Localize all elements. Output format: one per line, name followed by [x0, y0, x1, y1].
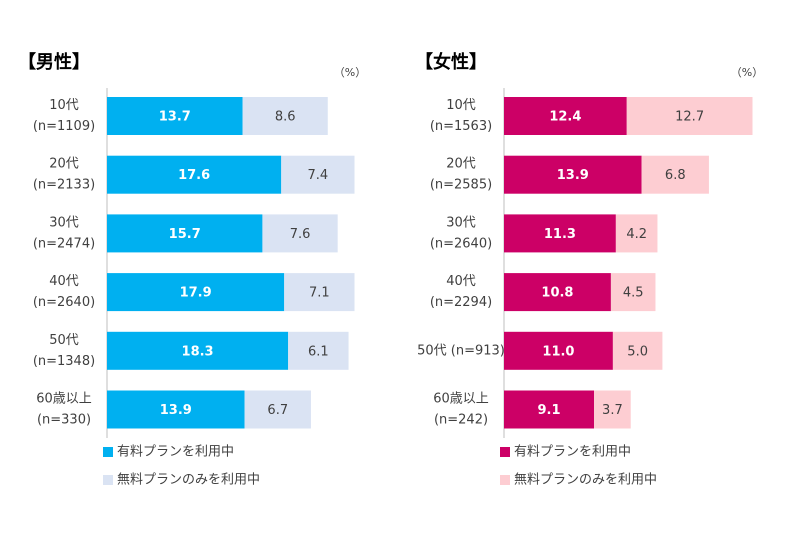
category-label: 30代 — [446, 215, 476, 230]
category-label: 20代 — [49, 157, 79, 172]
legend-label: 有料プランを利用中 — [117, 445, 234, 460]
bar-segment — [504, 214, 616, 253]
value-label: 7.1 — [309, 286, 330, 301]
bar-segment — [504, 331, 613, 370]
bar-segment — [504, 97, 627, 135]
value-label: 11.3 — [544, 227, 576, 242]
bar-segment — [504, 390, 595, 429]
category-label: (n=242) — [434, 413, 488, 428]
value-label: 4.5 — [623, 286, 644, 301]
bar-segment — [244, 390, 311, 429]
category-label: (n=1109) — [33, 119, 95, 134]
category-label: (n=330) — [37, 413, 91, 428]
category-label: 60歳以上 — [433, 392, 489, 407]
value-label: 12.4 — [549, 110, 581, 125]
value-label: 15.7 — [169, 227, 201, 242]
chart-title: 【女性】 — [415, 51, 487, 73]
value-label: 13.9 — [160, 403, 192, 418]
value-label: 8.6 — [275, 110, 296, 125]
bar-segment — [610, 273, 656, 312]
legend-label: 無料プランのみを利用中 — [514, 473, 657, 488]
legend-swatch — [103, 475, 113, 485]
value-label: 7.6 — [290, 227, 311, 242]
unit-label: （%） — [731, 66, 763, 79]
value-label: 17.6 — [178, 168, 210, 183]
bar-segment — [615, 214, 658, 253]
category-label: (n=1348) — [33, 354, 95, 369]
bar-segment — [107, 97, 243, 135]
value-label: 13.9 — [557, 168, 589, 183]
category-label: (n=2640) — [33, 295, 95, 310]
bar-segment — [281, 155, 355, 194]
category-label: 50代 — [49, 333, 79, 348]
category-label: 30代 — [49, 215, 79, 230]
category-label: 40代 — [49, 274, 79, 289]
value-label: 3.7 — [602, 403, 623, 418]
unit-label: （%） — [334, 66, 366, 79]
value-label: 10.8 — [541, 286, 573, 301]
bar-segment — [242, 97, 328, 135]
category-label: (n=2474) — [33, 236, 95, 251]
category-label: 50代 (n=913) — [417, 343, 505, 358]
category-label: 10代 — [49, 98, 79, 113]
legend-swatch — [500, 447, 510, 457]
category-label: 60歳以上 — [36, 392, 92, 407]
bar-segment — [504, 155, 642, 194]
legend-label: 無料プランのみを利用中 — [117, 473, 260, 488]
legend-swatch — [500, 475, 510, 485]
bar-segment — [262, 214, 338, 253]
category-label: (n=2585) — [430, 178, 492, 193]
category-label: (n=2640) — [430, 236, 492, 251]
bar-segment — [594, 390, 631, 429]
category-label: 40代 — [446, 274, 476, 289]
bar-segment — [284, 273, 355, 312]
value-label: 6.1 — [308, 344, 329, 359]
legend-swatch — [103, 447, 113, 457]
bar-segment — [504, 273, 611, 312]
value-label: 7.4 — [308, 168, 329, 183]
bar-segment — [107, 273, 285, 312]
bar-segment — [107, 155, 282, 194]
value-label: 6.7 — [267, 403, 288, 418]
value-label: 9.1 — [538, 403, 561, 418]
value-label: 5.0 — [627, 344, 648, 359]
bar-segment — [641, 155, 709, 194]
value-label: 13.7 — [159, 110, 191, 125]
bar-segment — [612, 331, 663, 370]
bar-segment — [107, 390, 245, 429]
category-label: (n=2294) — [430, 295, 492, 310]
category-label: 10代 — [446, 98, 476, 113]
category-label: (n=2133) — [33, 178, 95, 193]
value-label: 4.2 — [626, 227, 647, 242]
value-label: 12.7 — [675, 110, 704, 125]
category-label: 20代 — [446, 157, 476, 172]
bar-segment — [107, 214, 263, 253]
category-label: (n=1563) — [430, 119, 492, 134]
legend-label: 有料プランを利用中 — [514, 445, 631, 460]
chart-title: 【男性】 — [18, 51, 90, 73]
bar-segment — [626, 97, 753, 135]
value-label: 17.9 — [180, 286, 212, 301]
value-label: 18.3 — [182, 344, 214, 359]
value-label: 11.0 — [542, 344, 574, 359]
bar-segment — [107, 331, 289, 370]
bar-segment — [288, 331, 349, 370]
value-label: 6.8 — [665, 168, 686, 183]
